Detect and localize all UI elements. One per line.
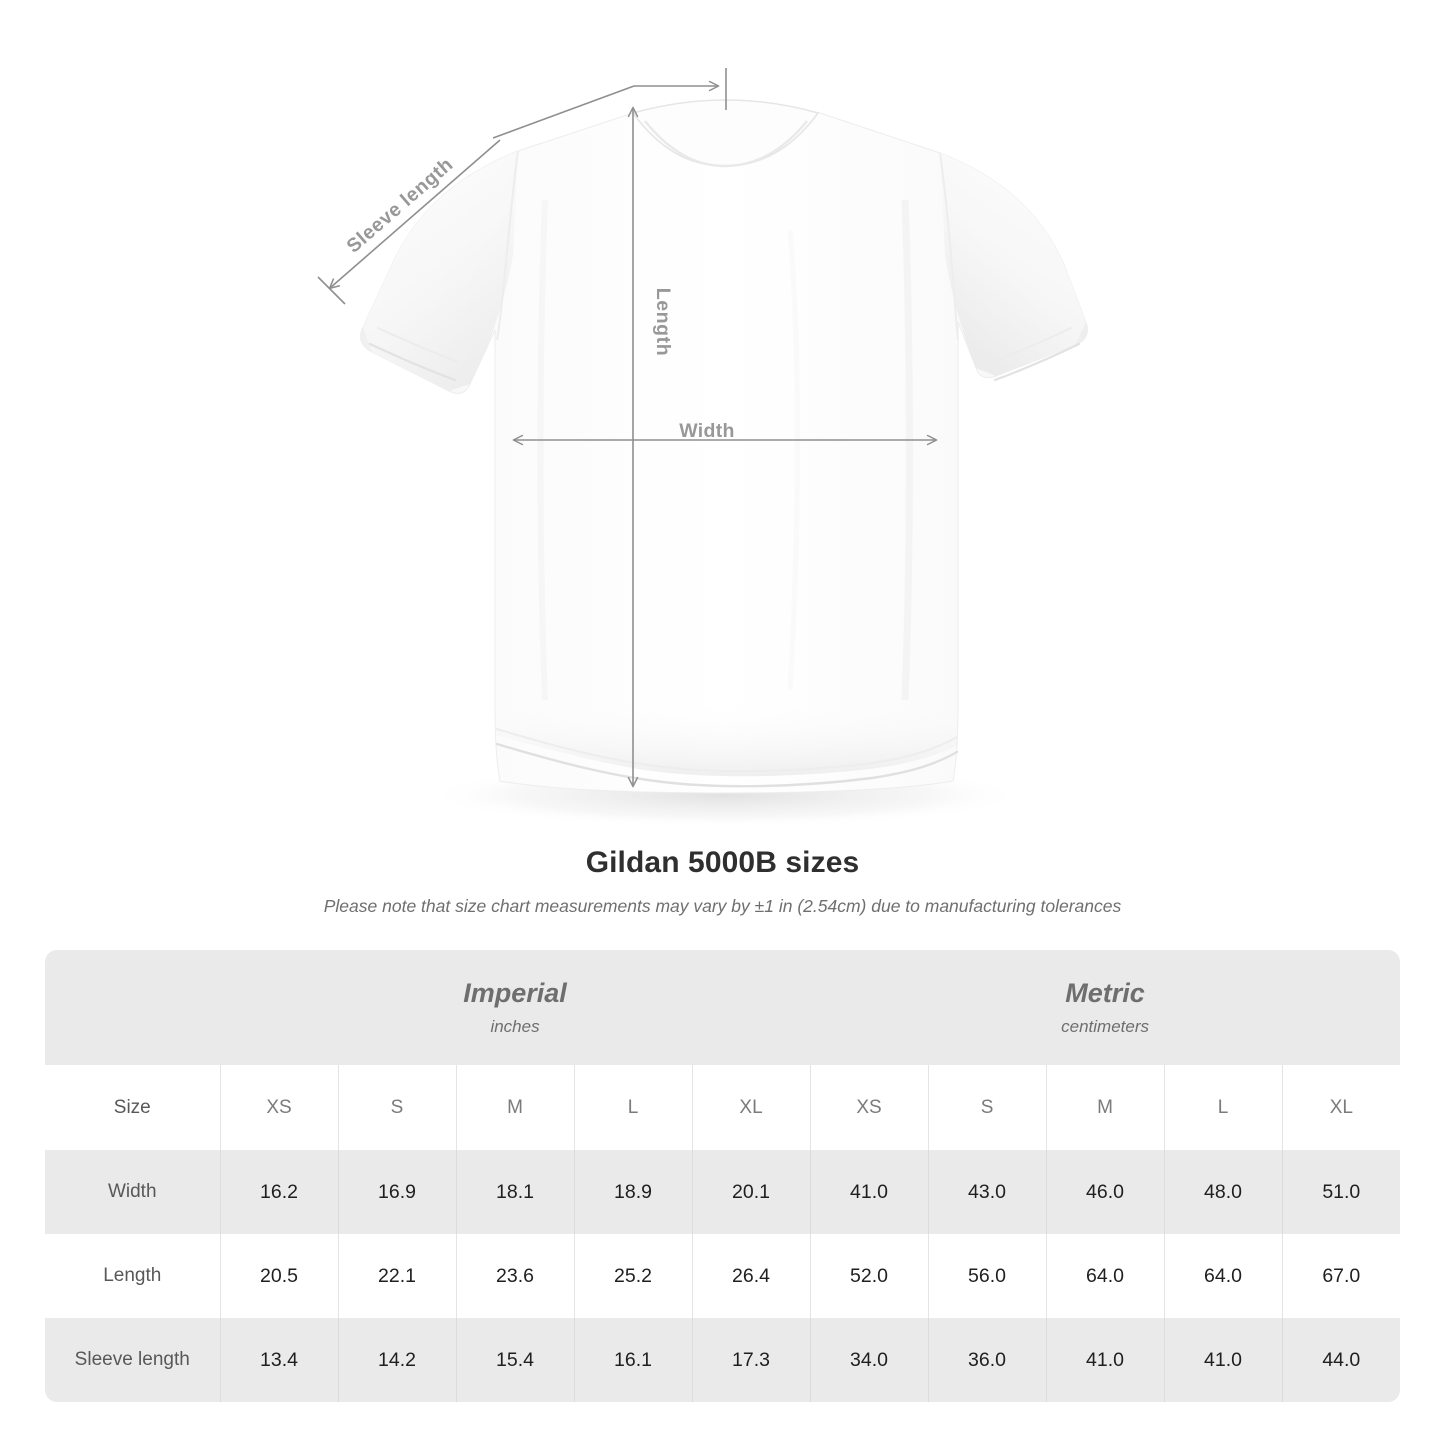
right-armhole-seam bbox=[939, 152, 959, 341]
cell-length-metric-l: 64.0 bbox=[1164, 1234, 1283, 1318]
size-column-header-metric-s: S bbox=[928, 1065, 1047, 1150]
left-sleeve-hem-seam-inner bbox=[377, 327, 459, 363]
fabric-fold-left bbox=[537, 199, 548, 701]
cell-sleeve-imperial-xs: 13.4 bbox=[220, 1318, 339, 1402]
cell-length-imperial-s: 22.1 bbox=[338, 1234, 457, 1318]
cell-sleeve-imperial-xl: 17.3 bbox=[692, 1318, 811, 1402]
length-label: Length bbox=[652, 288, 674, 357]
cell-length-imperial-xs: 20.5 bbox=[220, 1234, 339, 1318]
size-column-header-imperial-m: M bbox=[456, 1065, 575, 1150]
left-armhole-seam bbox=[496, 150, 519, 341]
right-sleeve-hem-seam bbox=[993, 342, 1081, 382]
row-label-length: Length bbox=[45, 1234, 221, 1318]
chart-heading-block: Gildan 5000B sizes Please note that size… bbox=[0, 845, 1445, 918]
table-row-sleeve-length: Sleeve length 13.4 14.2 15.4 16.1 17.3 3… bbox=[45, 1318, 1401, 1402]
cell-length-metric-xl: 67.0 bbox=[1282, 1234, 1401, 1318]
unit-system-row: Imperial inches Metric centimeters bbox=[45, 950, 1401, 1065]
cell-sleeve-metric-xs: 34.0 bbox=[810, 1318, 929, 1402]
cell-length-metric-s: 56.0 bbox=[928, 1234, 1047, 1318]
bottom-hem-seam bbox=[495, 742, 959, 788]
cell-width-imperial-l: 18.9 bbox=[574, 1150, 693, 1234]
size-chart-table-wrapper: Imperial inches Metric centimeters Size … bbox=[45, 950, 1401, 1402]
cell-sleeve-imperial-s: 14.2 bbox=[338, 1318, 457, 1402]
cell-sleeve-imperial-m: 15.4 bbox=[456, 1318, 575, 1402]
unit-row-spacer bbox=[45, 950, 220, 1065]
cell-length-imperial-m: 23.6 bbox=[456, 1234, 575, 1318]
size-column-header-metric-m: M bbox=[1046, 1065, 1165, 1150]
tolerance-note: Please note that size chart measurements… bbox=[323, 896, 1122, 916]
tshirt-illustration: Sleeve length Length Width bbox=[317, 68, 1089, 827]
cell-sleeve-metric-l: 41.0 bbox=[1164, 1318, 1283, 1402]
unit-group-imperial-sub: inches bbox=[490, 1017, 540, 1037]
row-label-width: Width bbox=[45, 1150, 221, 1234]
cell-width-metric-m: 46.0 bbox=[1046, 1150, 1165, 1234]
unit-group-metric-name: Metric bbox=[1065, 978, 1145, 1009]
cell-sleeve-imperial-l: 16.1 bbox=[574, 1318, 693, 1402]
cell-length-metric-m: 64.0 bbox=[1046, 1234, 1165, 1318]
cell-width-metric-xs: 41.0 bbox=[810, 1150, 929, 1234]
bottom-hem-seam-inner bbox=[496, 728, 958, 773]
bottom-hem bbox=[495, 700, 958, 777]
cell-width-metric-s: 43.0 bbox=[928, 1150, 1047, 1234]
cell-length-imperial-xl: 26.4 bbox=[692, 1234, 811, 1318]
size-column-header-metric-xl: XL bbox=[1282, 1065, 1401, 1150]
cell-width-imperial-m: 18.1 bbox=[456, 1150, 575, 1234]
tshirt-diagram: Sleeve length Length Width bbox=[317, 68, 1089, 827]
sleeve-hem-tick bbox=[317, 276, 346, 305]
unit-group-imperial: Imperial inches bbox=[220, 950, 811, 1065]
unit-group-imperial-name: Imperial bbox=[463, 978, 567, 1009]
cell-width-imperial-xl: 20.1 bbox=[692, 1150, 811, 1234]
size-header-row: Size XS S M L XL XS S M L XL bbox=[45, 1065, 1401, 1150]
cell-sleeve-metric-s: 36.0 bbox=[928, 1318, 1047, 1402]
neckline-inner-ribbing bbox=[644, 120, 808, 168]
sleeve-leader-diagonal bbox=[492, 85, 635, 139]
cell-sleeve-metric-xl: 44.0 bbox=[1282, 1318, 1401, 1402]
measurement-annotations bbox=[317, 68, 938, 788]
cell-width-metric-xl: 51.0 bbox=[1282, 1150, 1401, 1234]
sleeve-length-arrow bbox=[328, 139, 501, 290]
cell-length-metric-xs: 52.0 bbox=[810, 1234, 929, 1318]
right-sleeve-shade bbox=[940, 153, 1086, 376]
left-sleeve-shade bbox=[363, 151, 518, 391]
size-column-header-imperial-l: L bbox=[574, 1065, 693, 1150]
size-column-header-imperial-xl: XL bbox=[692, 1065, 811, 1150]
shirt-body-group bbox=[360, 99, 1089, 794]
size-column-header-metric-l: L bbox=[1164, 1065, 1283, 1150]
table-row-length: Length 20.5 22.1 23.6 25.2 26.4 52.0 56.… bbox=[45, 1234, 1401, 1318]
width-label: Width bbox=[679, 420, 734, 442]
unit-group-metric: Metric centimeters bbox=[810, 950, 1401, 1065]
fabric-fold-right bbox=[901, 199, 914, 701]
size-column-header-imperial-s: S bbox=[338, 1065, 457, 1150]
left-sleeve-hem-seam bbox=[368, 342, 457, 382]
cell-width-metric-l: 48.0 bbox=[1164, 1150, 1283, 1234]
neckline-collar bbox=[631, 99, 820, 167]
page-title: Gildan 5000B sizes bbox=[585, 846, 860, 879]
size-header-label: Size bbox=[45, 1065, 221, 1150]
unit-group-metric-sub: centimeters bbox=[1061, 1017, 1149, 1037]
cell-sleeve-metric-m: 41.0 bbox=[1046, 1318, 1165, 1402]
size-column-header-metric-xs: XS bbox=[810, 1065, 929, 1150]
size-chart-table: Imperial inches Metric centimeters Size … bbox=[45, 950, 1401, 1402]
row-label-sleeve-length: Sleeve length bbox=[45, 1318, 221, 1402]
size-column-header-imperial-xs: XS bbox=[220, 1065, 339, 1150]
cell-width-imperial-xs: 16.2 bbox=[220, 1150, 339, 1234]
right-sleeve-hem-seam-inner bbox=[991, 327, 1072, 363]
table-row-width: Width 16.2 16.9 18.1 18.9 20.1 41.0 43.0… bbox=[45, 1150, 1401, 1234]
cell-width-imperial-s: 16.9 bbox=[338, 1150, 457, 1234]
cell-length-imperial-l: 25.2 bbox=[574, 1234, 693, 1318]
